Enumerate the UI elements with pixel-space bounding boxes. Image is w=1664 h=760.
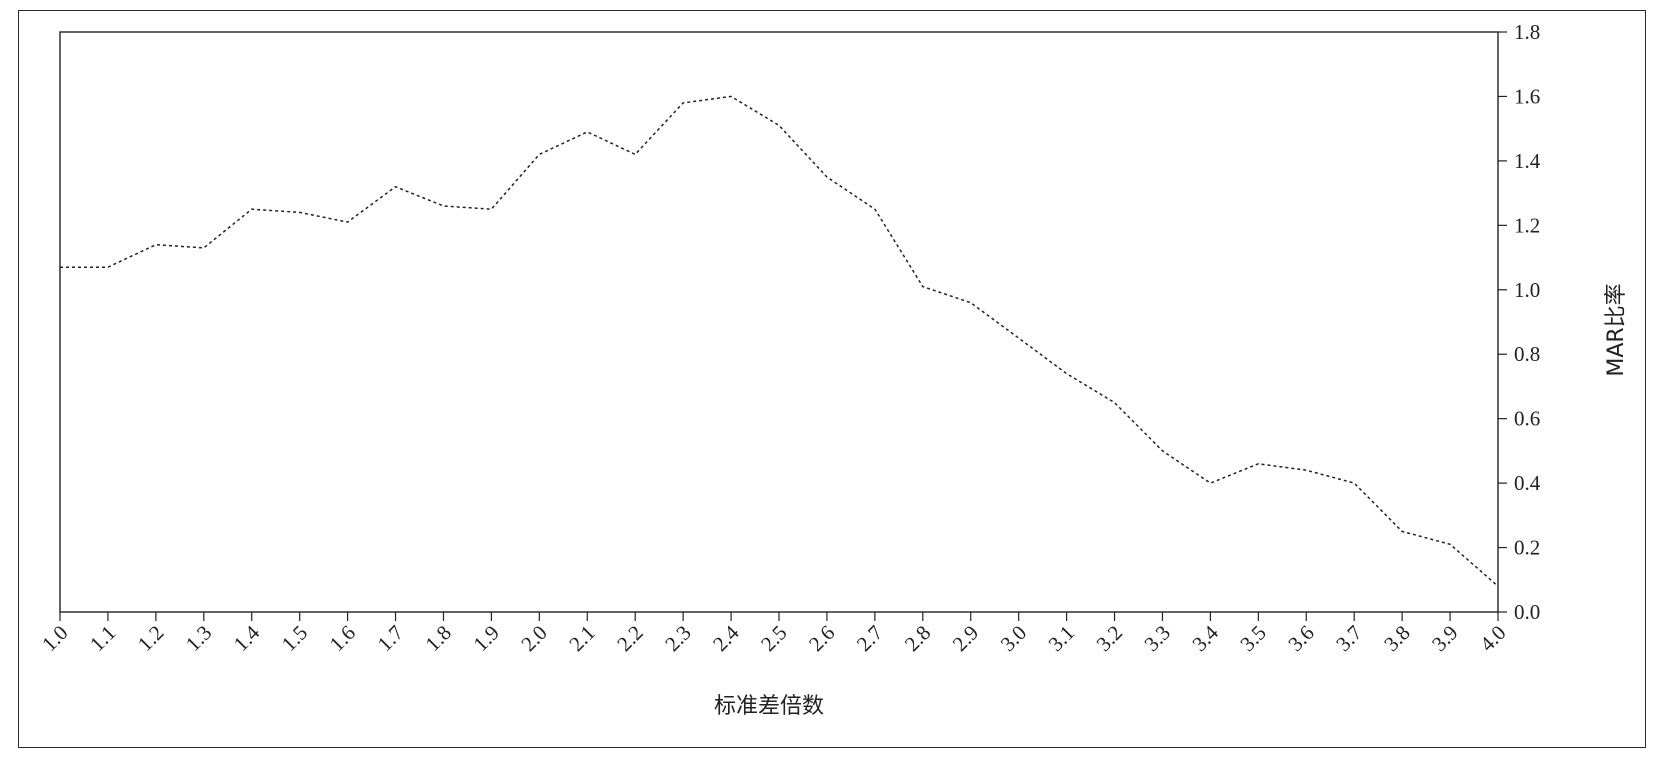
y-tick-label: 0.6 [1514, 407, 1540, 431]
x-tick-label: 2.9 [948, 621, 984, 657]
x-tick-label: 3.9 [1427, 621, 1463, 657]
x-tick-label: 2.8 [900, 621, 936, 657]
y-tick-label: 1.8 [1514, 20, 1540, 44]
x-tick-label: 2.3 [660, 621, 696, 657]
x-tick-label: 1.6 [325, 621, 361, 657]
y-tick-label: 1.0 [1514, 278, 1540, 302]
y-tick-label: 0.0 [1514, 600, 1540, 624]
x-tick-label: 1.7 [373, 621, 409, 657]
y-tick-label: 0.8 [1514, 342, 1540, 366]
x-tick-label: 3.0 [996, 621, 1032, 657]
y-axis-label: MAR比率 [1604, 283, 1629, 376]
x-tick-label: 3.4 [1187, 620, 1223, 656]
series-line-0 [60, 95, 1499, 587]
x-tick-label: 1.1 [85, 621, 121, 657]
x-tick-label: 1.5 [277, 621, 313, 657]
x-tick-label: 2.7 [852, 621, 888, 657]
x-tick-label: 4.0 [1475, 621, 1511, 657]
x-tick-label: 2.0 [516, 621, 552, 657]
x-tick-label: 1.4 [229, 620, 265, 656]
x-tick-label: 3.6 [1283, 621, 1319, 657]
x-tick-label: 1.9 [468, 621, 504, 657]
x-tick-label: 1.3 [181, 621, 217, 657]
x-tick-label: 2.6 [804, 621, 840, 657]
x-tick-label: 3.5 [1235, 621, 1271, 657]
x-tick-label: 3.8 [1379, 621, 1415, 657]
y-tick-label: 1.4 [1514, 149, 1541, 173]
x-tick-label: 3.1 [1044, 621, 1080, 657]
x-tick-label: 3.2 [1092, 621, 1128, 657]
x-tick-label: 2.1 [564, 621, 600, 657]
x-tick-label: 3.3 [1139, 621, 1175, 657]
x-tick-label: 1.8 [420, 621, 456, 657]
y-tick-label: 1.6 [1514, 84, 1540, 108]
plot-area [59, 31, 1499, 613]
x-tick-label: 1.0 [37, 621, 73, 657]
x-tick-label: 3.7 [1331, 621, 1367, 657]
y-tick-label: 0.2 [1514, 536, 1540, 560]
y-tick-label: 0.4 [1514, 471, 1541, 495]
chart-frame [18, 10, 1646, 748]
y-tick-label: 1.2 [1514, 213, 1540, 237]
x-tick-label: 2.4 [708, 620, 744, 656]
x-axis-label: 标准差倍数 [714, 694, 824, 719]
x-tick-label: 2.2 [612, 621, 648, 657]
x-tick-label: 2.5 [756, 621, 792, 657]
x-tick-label: 1.2 [133, 621, 169, 657]
